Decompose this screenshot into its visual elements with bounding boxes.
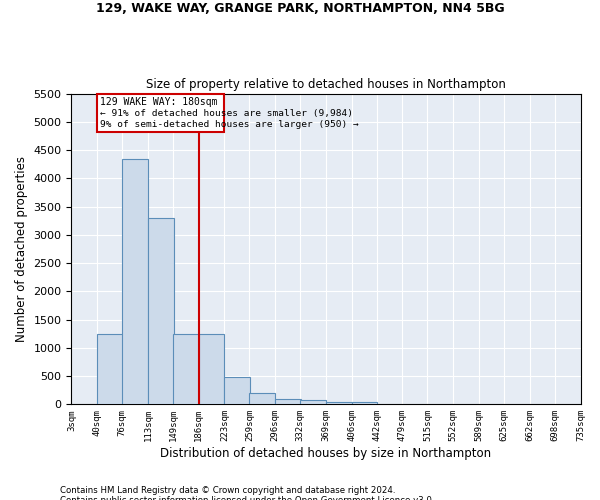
Bar: [224, 378, 250, 404]
Bar: [300, 400, 326, 404]
Bar: [250, 393, 275, 404]
Text: ← 91% of detached houses are smaller (9,984): ← 91% of detached houses are smaller (9,…: [100, 109, 353, 118]
Title: Size of property relative to detached houses in Northampton: Size of property relative to detached ho…: [146, 78, 506, 91]
X-axis label: Distribution of detached houses by size in Northampton: Distribution of detached houses by size …: [160, 447, 491, 460]
Bar: [275, 398, 301, 404]
Bar: [352, 402, 377, 404]
Text: Contains HM Land Registry data © Crown copyright and database right 2024.: Contains HM Land Registry data © Crown c…: [60, 486, 395, 495]
Text: Contains public sector information licensed under the Open Government Licence v3: Contains public sector information licen…: [60, 496, 434, 500]
Y-axis label: Number of detached properties: Number of detached properties: [15, 156, 28, 342]
Bar: [97, 334, 123, 404]
Bar: [97, 94, 224, 132]
Bar: [148, 218, 173, 404]
Bar: [326, 402, 352, 404]
Text: 129 WAKE WAY: 180sqm: 129 WAKE WAY: 180sqm: [100, 97, 217, 107]
Text: 9% of semi-detached houses are larger (950) →: 9% of semi-detached houses are larger (9…: [100, 120, 359, 129]
Bar: [173, 334, 199, 404]
Text: 129, WAKE WAY, GRANGE PARK, NORTHAMPTON, NN4 5BG: 129, WAKE WAY, GRANGE PARK, NORTHAMPTON,…: [95, 2, 505, 16]
Bar: [199, 334, 224, 404]
Bar: [122, 158, 148, 404]
